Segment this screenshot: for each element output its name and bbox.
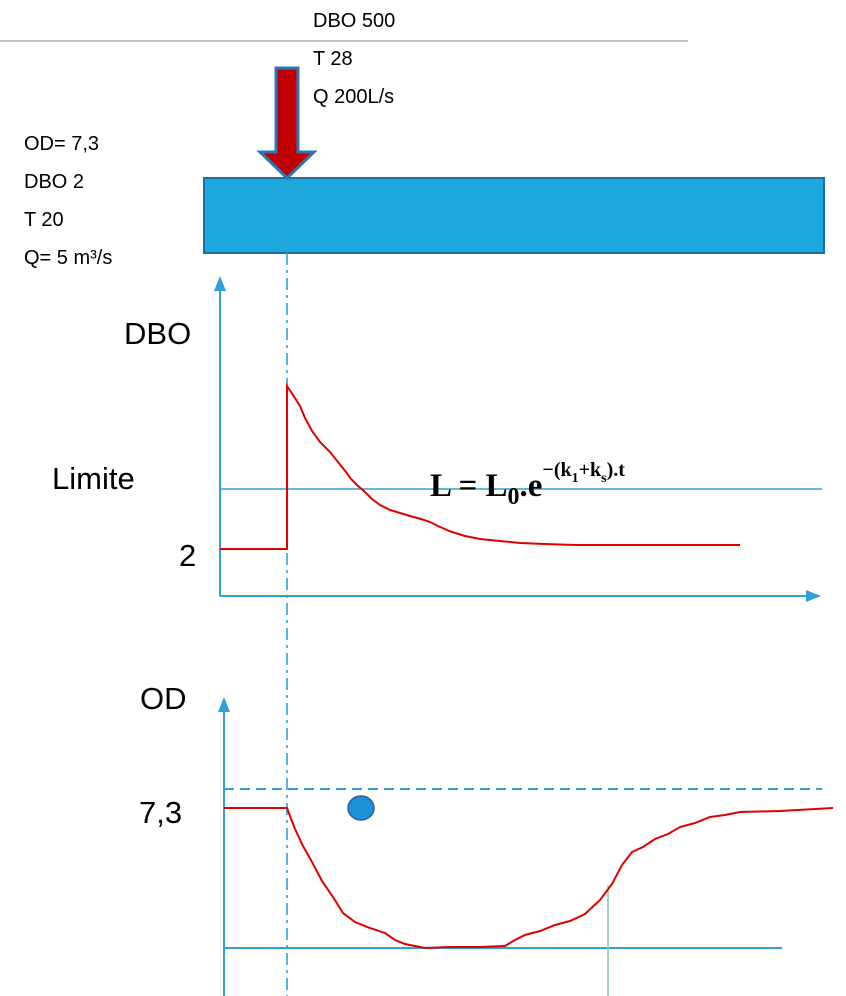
formula-exponent-sub1: 1 [571,471,579,486]
dbo-x-axis-arrowhead [806,590,821,602]
dbo-decay-curve [220,382,740,550]
dbo-baseline-value: 2 [179,538,197,573]
river-temperature-label: T 20 [24,209,64,231]
formula-lhs: L = L [430,468,508,504]
decay-formula: L = L0.e−(k1+ks).t [430,460,625,509]
river-dbo-label: DBO 2 [24,171,85,193]
formula-exponent-sub2: s [601,471,607,486]
formula-exponent-plus: +k [578,459,602,481]
discharge-temperature-label: T 28 [313,48,353,70]
dbo-limit-label: Limite [52,461,135,496]
formula-exponential: .e [519,468,543,504]
discharge-arrow [256,66,318,181]
discharge-flow-label: Q 200L/s [313,86,395,108]
dbo-axis-label: DBO [124,316,192,351]
discharge-dbo-label: DBO 500 [313,10,396,32]
river-channel [203,177,825,254]
od-marker-dot [347,795,375,821]
od-axis-label: OD [140,681,187,716]
od-y-axis-arrowhead [218,697,230,712]
dbo-y-axis-arrowhead [214,276,226,291]
river-od-label: OD= 7,3 [24,133,100,155]
od-saturation-value: 7,3 [139,795,183,830]
river-flow-label: Q= 5 m³/s [24,247,113,269]
formula-exponent-start: −(k [542,459,572,481]
formula-lhs-subscript: 0 [507,484,520,510]
formula-exponent-end: ).t [606,459,625,481]
od-sag-curve [224,807,834,950]
formula-exponent: −(k1+ks).t [542,459,625,486]
